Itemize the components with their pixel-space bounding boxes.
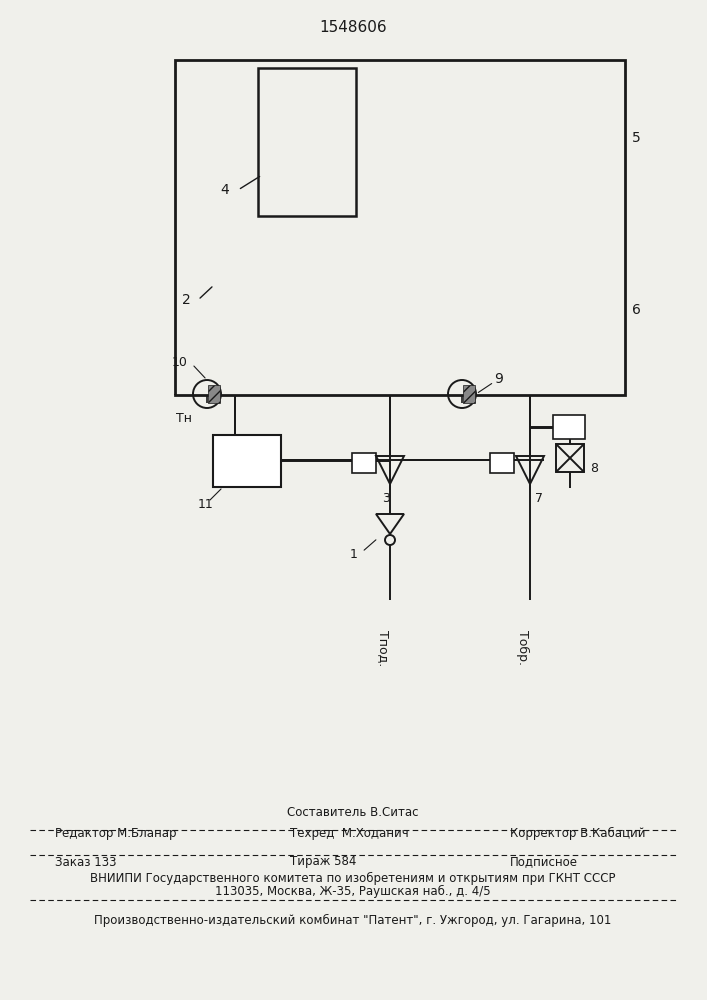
Bar (175, 60, 625, 395)
Text: Редактор М.Бланар: Редактор М.Бланар (55, 826, 177, 840)
Text: 11: 11 (198, 498, 214, 512)
Text: 9: 9 (494, 372, 503, 386)
Text: ВНИИПИ Государственного комитета по изобретениям и открытиям при ГКНТ СССР: ВНИИПИ Государственного комитета по изоб… (90, 871, 616, 885)
Bar (352, 453, 376, 473)
Text: Тпод.: Тпод. (377, 630, 390, 666)
Bar (208, 385, 220, 403)
Text: 1: 1 (350, 548, 358, 562)
Text: 1548606: 1548606 (319, 20, 387, 35)
Text: Корректор В.Кабаций: Корректор В.Кабаций (510, 826, 645, 840)
Text: Производственно-издательский комбинат "Патент", г. Ужгород, ул. Гагарина, 101: Производственно-издательский комбинат "П… (94, 913, 612, 927)
Text: 2: 2 (182, 293, 191, 307)
Text: 5: 5 (632, 131, 641, 145)
Text: Тн: Тн (176, 412, 192, 426)
Bar (463, 385, 475, 403)
Text: Техред  М.Ходанич: Техред М.Ходанич (290, 826, 409, 840)
Text: 8: 8 (590, 462, 598, 475)
Text: 113035, Москва, Ж-35, Раушская наб., д. 4/5: 113035, Москва, Ж-35, Раушская наб., д. … (215, 884, 491, 898)
Text: 7: 7 (535, 491, 543, 504)
Text: Тобр.: Тобр. (516, 631, 530, 666)
Bar (490, 453, 514, 473)
Text: 3: 3 (382, 491, 390, 504)
Bar (553, 415, 585, 439)
Text: 4: 4 (220, 183, 229, 197)
Text: 6: 6 (632, 303, 641, 317)
Text: Составитель В.Ситас: Составитель В.Ситас (287, 806, 419, 818)
Text: 10: 10 (172, 356, 188, 368)
Text: Заказ 133: Заказ 133 (55, 856, 117, 868)
Bar (258, 68, 356, 216)
Bar (213, 435, 281, 487)
Text: Тираж 584: Тираж 584 (290, 856, 356, 868)
Text: Подписное: Подписное (510, 856, 578, 868)
Bar (556, 444, 584, 472)
